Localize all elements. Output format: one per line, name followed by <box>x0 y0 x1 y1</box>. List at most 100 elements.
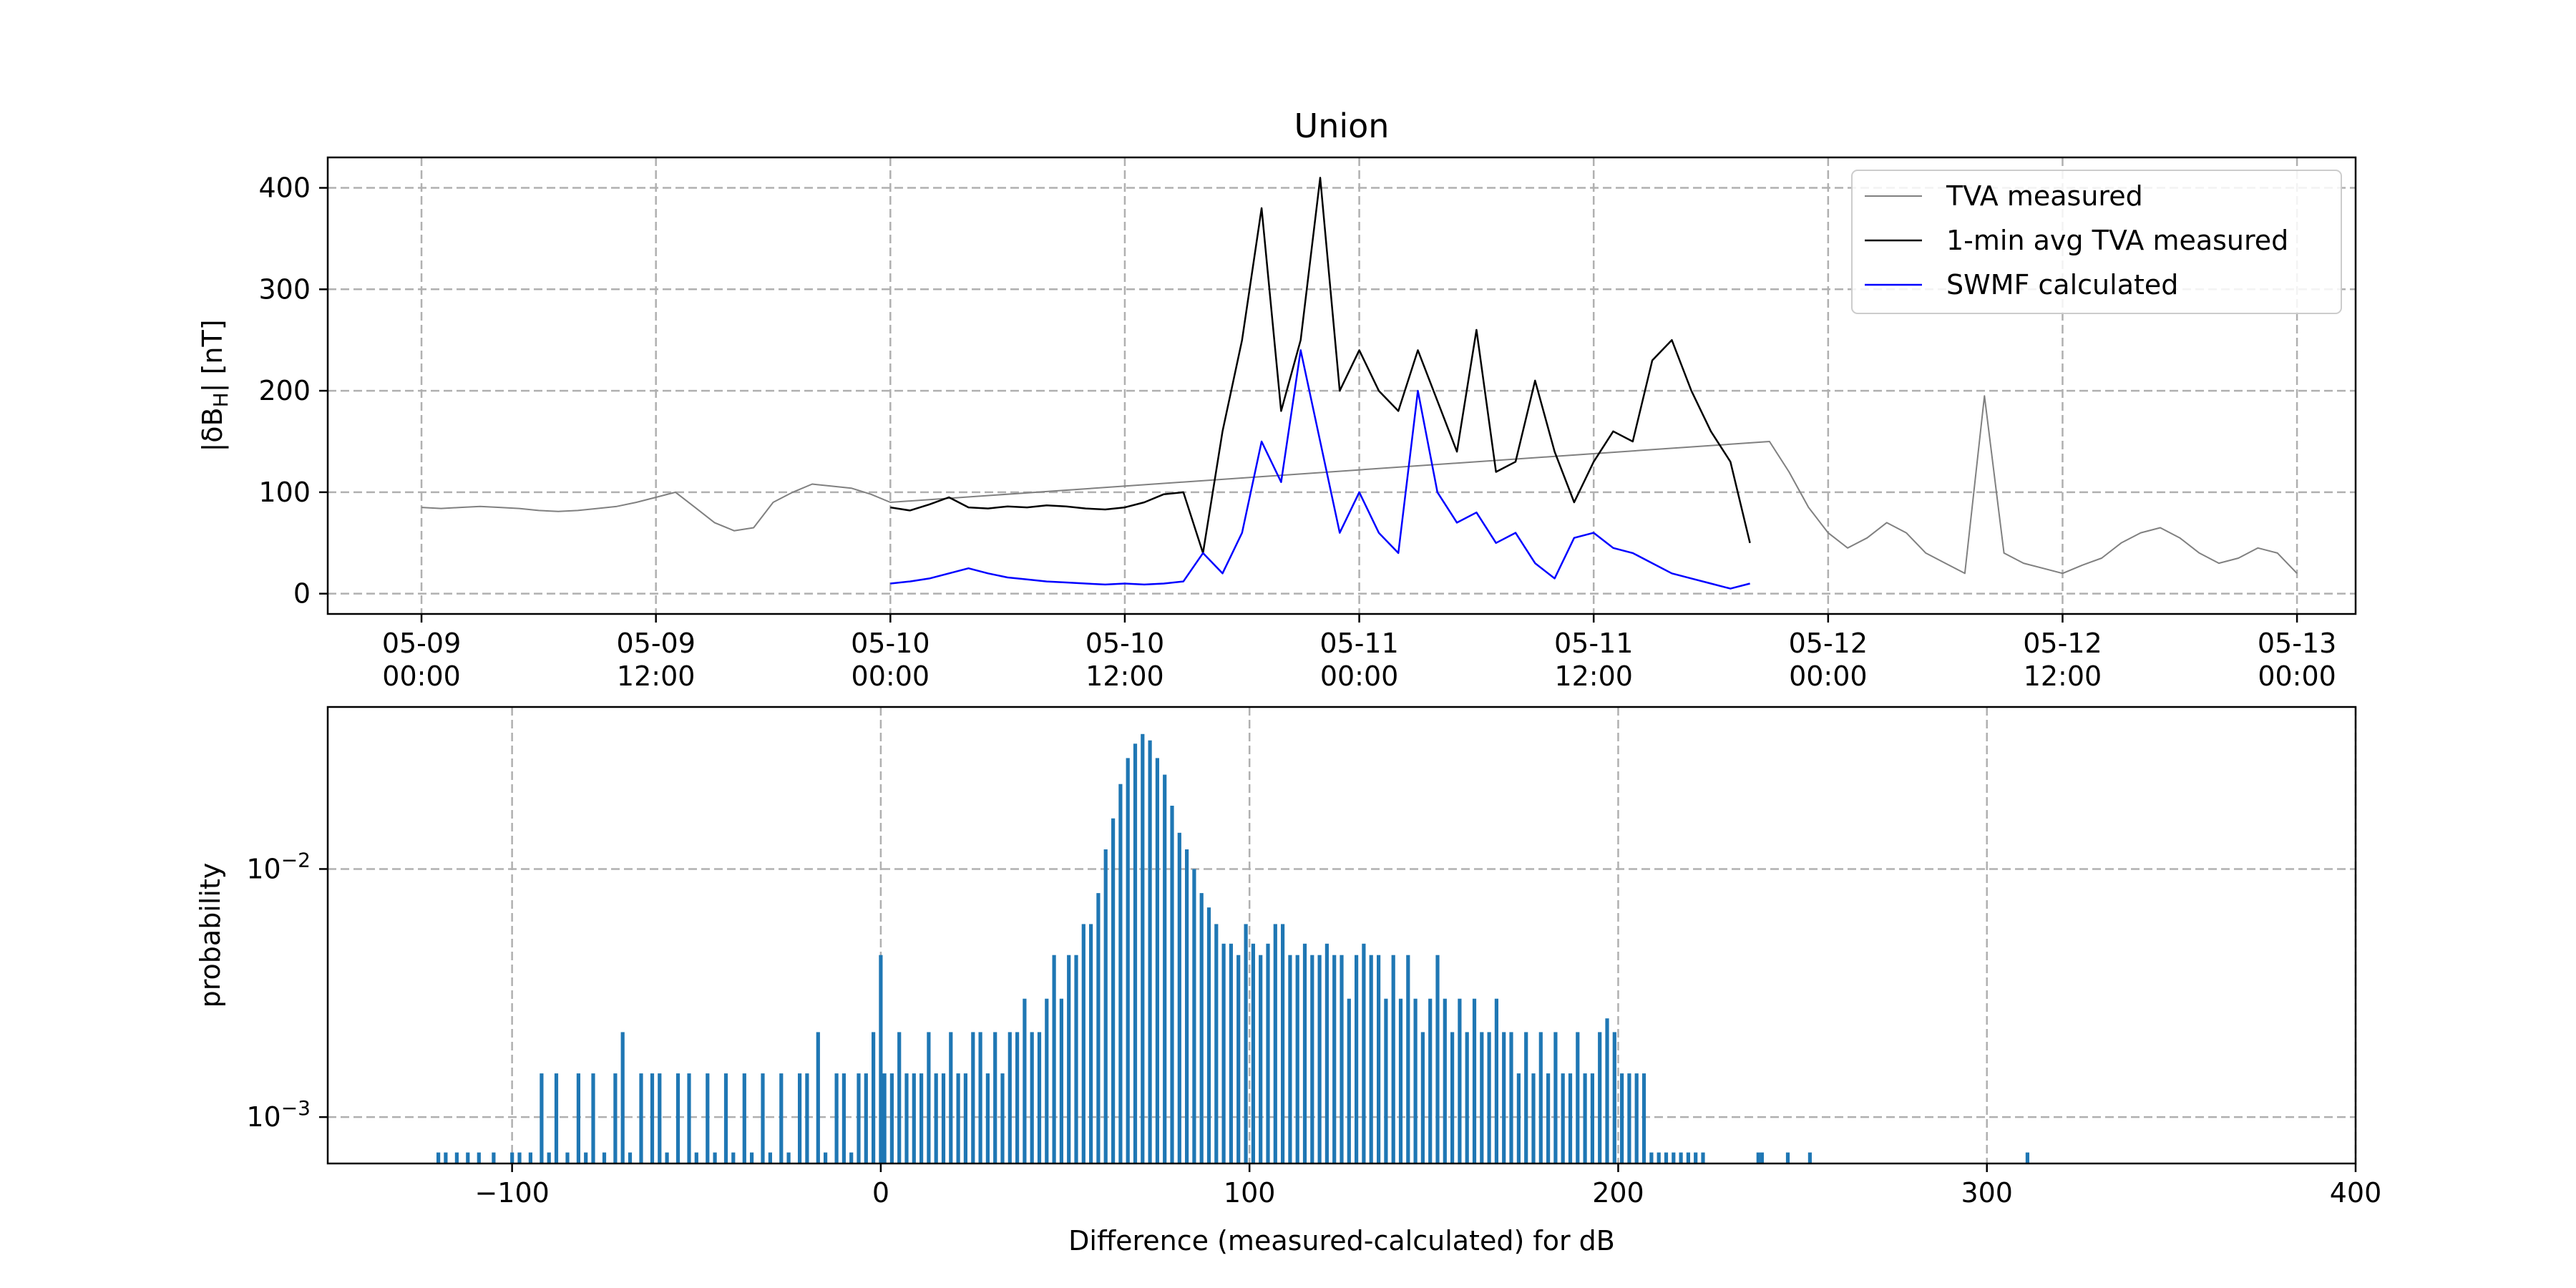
histogram-bar <box>517 1152 522 1163</box>
timeseries-panel: 05-0900:0005-0912:0005-1000:0005-1012:00… <box>197 107 2357 692</box>
histogram-bar <box>1531 1073 1536 1163</box>
histogram-bar <box>941 1073 946 1163</box>
histogram-bar <box>576 1073 580 1163</box>
histogram-bar <box>547 1152 551 1163</box>
histogram-bar <box>919 1073 924 1163</box>
timeseries-y-tick-label: 100 <box>258 477 311 508</box>
histogram-bar <box>882 1073 887 1163</box>
timeseries-x-tick-time: 12:00 <box>617 660 696 692</box>
timeseries-x-tick-time: 00:00 <box>2258 660 2336 692</box>
histogram-bar <box>1023 998 1027 1163</box>
histogram-bar <box>444 1152 448 1163</box>
histogram-bar <box>1317 955 1322 1163</box>
histogram-bar <box>1672 1152 1676 1163</box>
histogram-x-ticks: −100 0 100 200 300 400 <box>474 1163 2381 1209</box>
histogram-bar <box>1266 943 1270 1163</box>
histogram-x-tick-label: 100 <box>1224 1177 1276 1209</box>
histogram-bar <box>742 1073 746 1163</box>
histogram-bar <box>824 1152 828 1163</box>
histogram-bar <box>1332 955 1337 1163</box>
histogram-bar <box>971 1032 975 1163</box>
histogram-bar <box>879 955 883 1163</box>
histogram-bar <box>687 1073 691 1163</box>
histogram-bar <box>1420 1032 1425 1163</box>
histogram-bar <box>1236 955 1241 1163</box>
histogram-bar <box>1664 1152 1669 1163</box>
legend: TVA measured 1-min avg TVA measured SWMF… <box>1851 170 2342 314</box>
histogram-bar <box>750 1152 754 1163</box>
histogram-bar <box>1465 1032 1469 1163</box>
histogram-bar <box>1244 924 1248 1163</box>
timeseries-x-tick-time: 00:00 <box>1320 660 1399 692</box>
timeseries-axes-frame <box>326 156 2357 615</box>
legend-box <box>1851 170 2342 314</box>
histogram-bar <box>1583 1073 1587 1163</box>
histogram-bar <box>1657 1152 1661 1163</box>
histogram-bar <box>620 1032 625 1163</box>
histogram-bar <box>628 1152 633 1163</box>
histogram-bar <box>1059 998 1063 1163</box>
histogram-x-tick-label: 0 <box>872 1177 889 1209</box>
histogram-bar <box>1756 1152 1760 1163</box>
histogram-bar <box>1443 998 1447 1163</box>
histogram-bar <box>1641 1073 1646 1163</box>
histogram-bar <box>1694 1152 1698 1163</box>
histogram-bar <box>1398 998 1403 1163</box>
histogram-bar <box>1347 998 1351 1163</box>
histogram-bar <box>912 1073 916 1163</box>
histogram-bar <box>477 1152 481 1163</box>
histogram-bar <box>1185 849 1189 1163</box>
histogram-bar <box>1369 955 1373 1163</box>
histogram-bar <box>993 1032 997 1163</box>
histogram-bar <box>1516 1073 1521 1163</box>
histogram-bar <box>1081 924 1085 1163</box>
histogram-x-tick-label: 400 <box>2330 1177 2382 1209</box>
histogram-bar <box>1111 818 1116 1163</box>
histogram-bar <box>1362 943 1366 1163</box>
histogram-bar <box>857 1073 861 1163</box>
histogram-bar <box>1406 955 1410 1163</box>
histogram-bar <box>565 1152 570 1163</box>
histogram-bar <box>658 1073 662 1163</box>
histogram-bar <box>1502 1032 1506 1163</box>
histogram-bar <box>1000 1073 1005 1163</box>
timeseries-plot-area <box>421 177 2298 590</box>
timeseries-x-tick-time: 00:00 <box>382 660 461 692</box>
histogram-bar <box>1785 1152 1790 1163</box>
legend-label-1min-avg: 1-min avg TVA measured <box>1946 225 2288 256</box>
histogram-bar <box>768 1152 772 1163</box>
histogram-bar <box>1281 924 1285 1163</box>
histogram-bar <box>454 1152 459 1163</box>
histogram-bar <box>466 1152 470 1163</box>
histogram-x-tick-label: 300 <box>1961 1177 2013 1209</box>
histogram-bar <box>1472 998 1477 1163</box>
histogram-bar <box>1450 1032 1455 1163</box>
histogram-bar <box>1133 743 1138 1163</box>
histogram-bar <box>1273 924 1277 1163</box>
timeseries-x-tick-date: 05-11 <box>1319 628 1398 659</box>
histogram-bar <box>1324 943 1329 1163</box>
series-tva-measured <box>421 395 2298 575</box>
histogram-bar <box>1384 998 1388 1163</box>
histogram-bar <box>841 1073 846 1163</box>
histogram-bar <box>1620 1073 1624 1163</box>
histogram-bar <box>1649 1152 1654 1163</box>
histogram-bar <box>963 1073 967 1163</box>
histogram-bar <box>1634 1073 1639 1163</box>
histogram-bar <box>540 1073 544 1163</box>
histogram-bar <box>949 1032 953 1163</box>
histogram-bar <box>1605 1018 1609 1163</box>
histogram-bar <box>591 1073 595 1163</box>
histogram-x-tick-label: 200 <box>1592 1177 1644 1209</box>
histogram-bar <box>1214 924 1219 1163</box>
histogram-bar <box>927 1032 931 1163</box>
histogram-bar <box>713 1152 717 1163</box>
histogram-bar <box>798 1073 802 1163</box>
histogram-bar <box>816 1032 820 1163</box>
histogram-bar <box>1480 1032 1484 1163</box>
histogram-bar <box>528 1152 532 1163</box>
histogram-bar <box>1612 1032 1616 1163</box>
histogram-bar <box>723 1073 728 1163</box>
histogram-bar <box>1118 784 1123 1163</box>
histogram-bar <box>613 1073 618 1163</box>
